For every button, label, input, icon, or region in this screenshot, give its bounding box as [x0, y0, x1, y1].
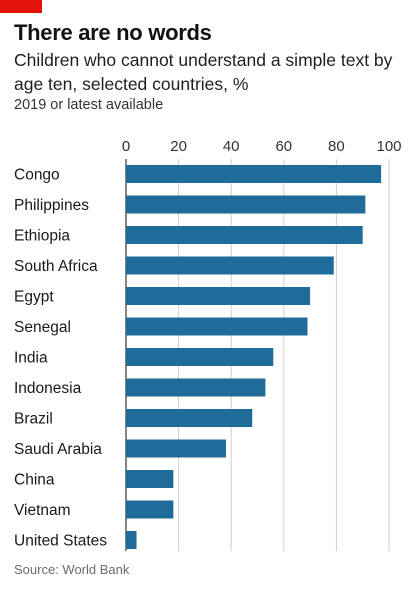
chart-subtitle: Children who cannot understand a simple … [14, 50, 393, 94]
category-label: Saudi Arabia [14, 441, 102, 458]
x-tick-label: 60 [275, 138, 292, 155]
bar-philippines [126, 195, 366, 214]
category-label: Brazil [14, 411, 53, 428]
x-tick-label: 80 [328, 138, 345, 155]
brand-tag [0, 0, 42, 13]
bar-egypt [126, 287, 311, 305]
category-label: United States [14, 533, 107, 550]
category-label: China [14, 472, 55, 489]
chart-title: There are no words [14, 20, 212, 45]
category-label: Senegal [14, 319, 71, 336]
bar-saudi-arabia [126, 439, 226, 458]
category-label: India [14, 350, 48, 367]
x-tick-label: 20 [170, 138, 187, 155]
category-label: South Africa [14, 258, 98, 275]
category-label: Ethiopia [14, 228, 70, 245]
bar-brazil [126, 409, 253, 427]
bar-indonesia [126, 378, 266, 397]
category-labels: Congo Philippines Ethiopia South Africa Egyp… [14, 167, 107, 550]
category-label: Congo [14, 167, 60, 184]
bar-india [126, 348, 274, 366]
bar-south-africa [126, 256, 334, 275]
x-axis-ticks: 0 20 40 60 80 100 [122, 138, 402, 155]
category-label: Vietnam [14, 502, 71, 519]
category-label: Indonesia [14, 380, 82, 397]
x-tick-label: 40 [223, 138, 240, 155]
category-label: Egypt [14, 289, 54, 306]
bar-china [126, 470, 174, 488]
bar-senegal [126, 317, 308, 336]
bar-united-states [126, 531, 137, 549]
bar-ethiopia [126, 226, 363, 244]
bars [126, 165, 382, 549]
chart-note: 2019 or latest available [14, 97, 164, 113]
bar-vietnam [126, 500, 174, 519]
x-tick-label: 0 [122, 138, 130, 155]
bar-congo [126, 165, 382, 183]
x-tick-label: 100 [376, 138, 401, 155]
source-note: Source: World Bank [14, 562, 130, 577]
category-label: Philippines [14, 197, 89, 214]
